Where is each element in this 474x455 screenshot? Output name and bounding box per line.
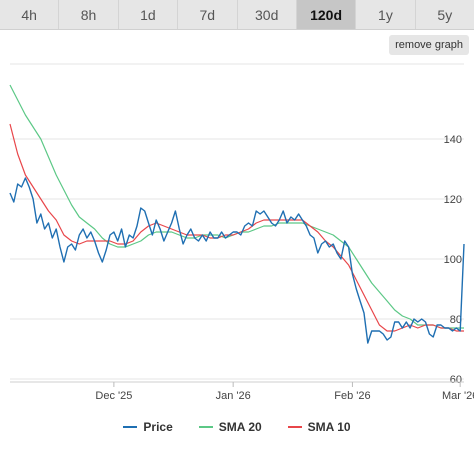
tab-1d[interactable]: 1d <box>119 0 179 29</box>
x-tick-label: Feb '26 <box>334 390 370 402</box>
series-line-price <box>9 177 465 344</box>
remove-graph-button[interactable]: remove graph <box>389 35 469 55</box>
tab-5y[interactable]: 5y <box>437 6 453 23</box>
y-tick-label: 100 <box>444 254 462 266</box>
series-line-sma10 <box>9 123 464 332</box>
x-tick-label: Jan '26 <box>216 390 251 402</box>
legend-item-price[interactable]: Price <box>123 420 173 434</box>
legend-label: SMA 20 <box>218 420 262 434</box>
tab-4h[interactable]: 4h <box>0 0 60 29</box>
y-tick-label: 140 <box>444 134 462 146</box>
tab-30d[interactable]: 30d <box>238 0 297 29</box>
legend-label: Price <box>143 420 173 434</box>
legend-swatch <box>198 426 213 428</box>
price-chart: 60 80 100 120 140 Dec '25 Jan '26 Feb '26 Mar '2… <box>9 63 474 402</box>
series-line-sma20 <box>9 84 464 329</box>
chart-legend: Price SMA 20 SMA 10 <box>0 420 474 434</box>
x-tick-label: Dec '25 <box>95 390 132 402</box>
tab-1y[interactable]: 1y <box>356 0 416 29</box>
tab-7d[interactable]: 7d <box>178 0 238 29</box>
x-tick-label: Mar '26 <box>442 390 474 402</box>
legend-swatch <box>123 426 138 428</box>
y-tick-label: 120 <box>444 194 462 206</box>
tab-8h[interactable]: 8h <box>59 0 119 29</box>
legend-swatch <box>287 426 302 428</box>
y-tick-label: 80 <box>450 314 462 326</box>
tab-120d[interactable]: 120d <box>296 0 357 29</box>
legend-item-sma20[interactable]: SMA 20 <box>198 420 262 434</box>
legend-label: SMA 10 <box>307 420 351 434</box>
timeframe-tabs: 4h 8h 1d 7d 30d 120d 1y 5y <box>0 0 474 30</box>
y-tick-label: 60 <box>450 374 462 386</box>
legend-item-sma10[interactable]: SMA 10 <box>287 420 351 434</box>
